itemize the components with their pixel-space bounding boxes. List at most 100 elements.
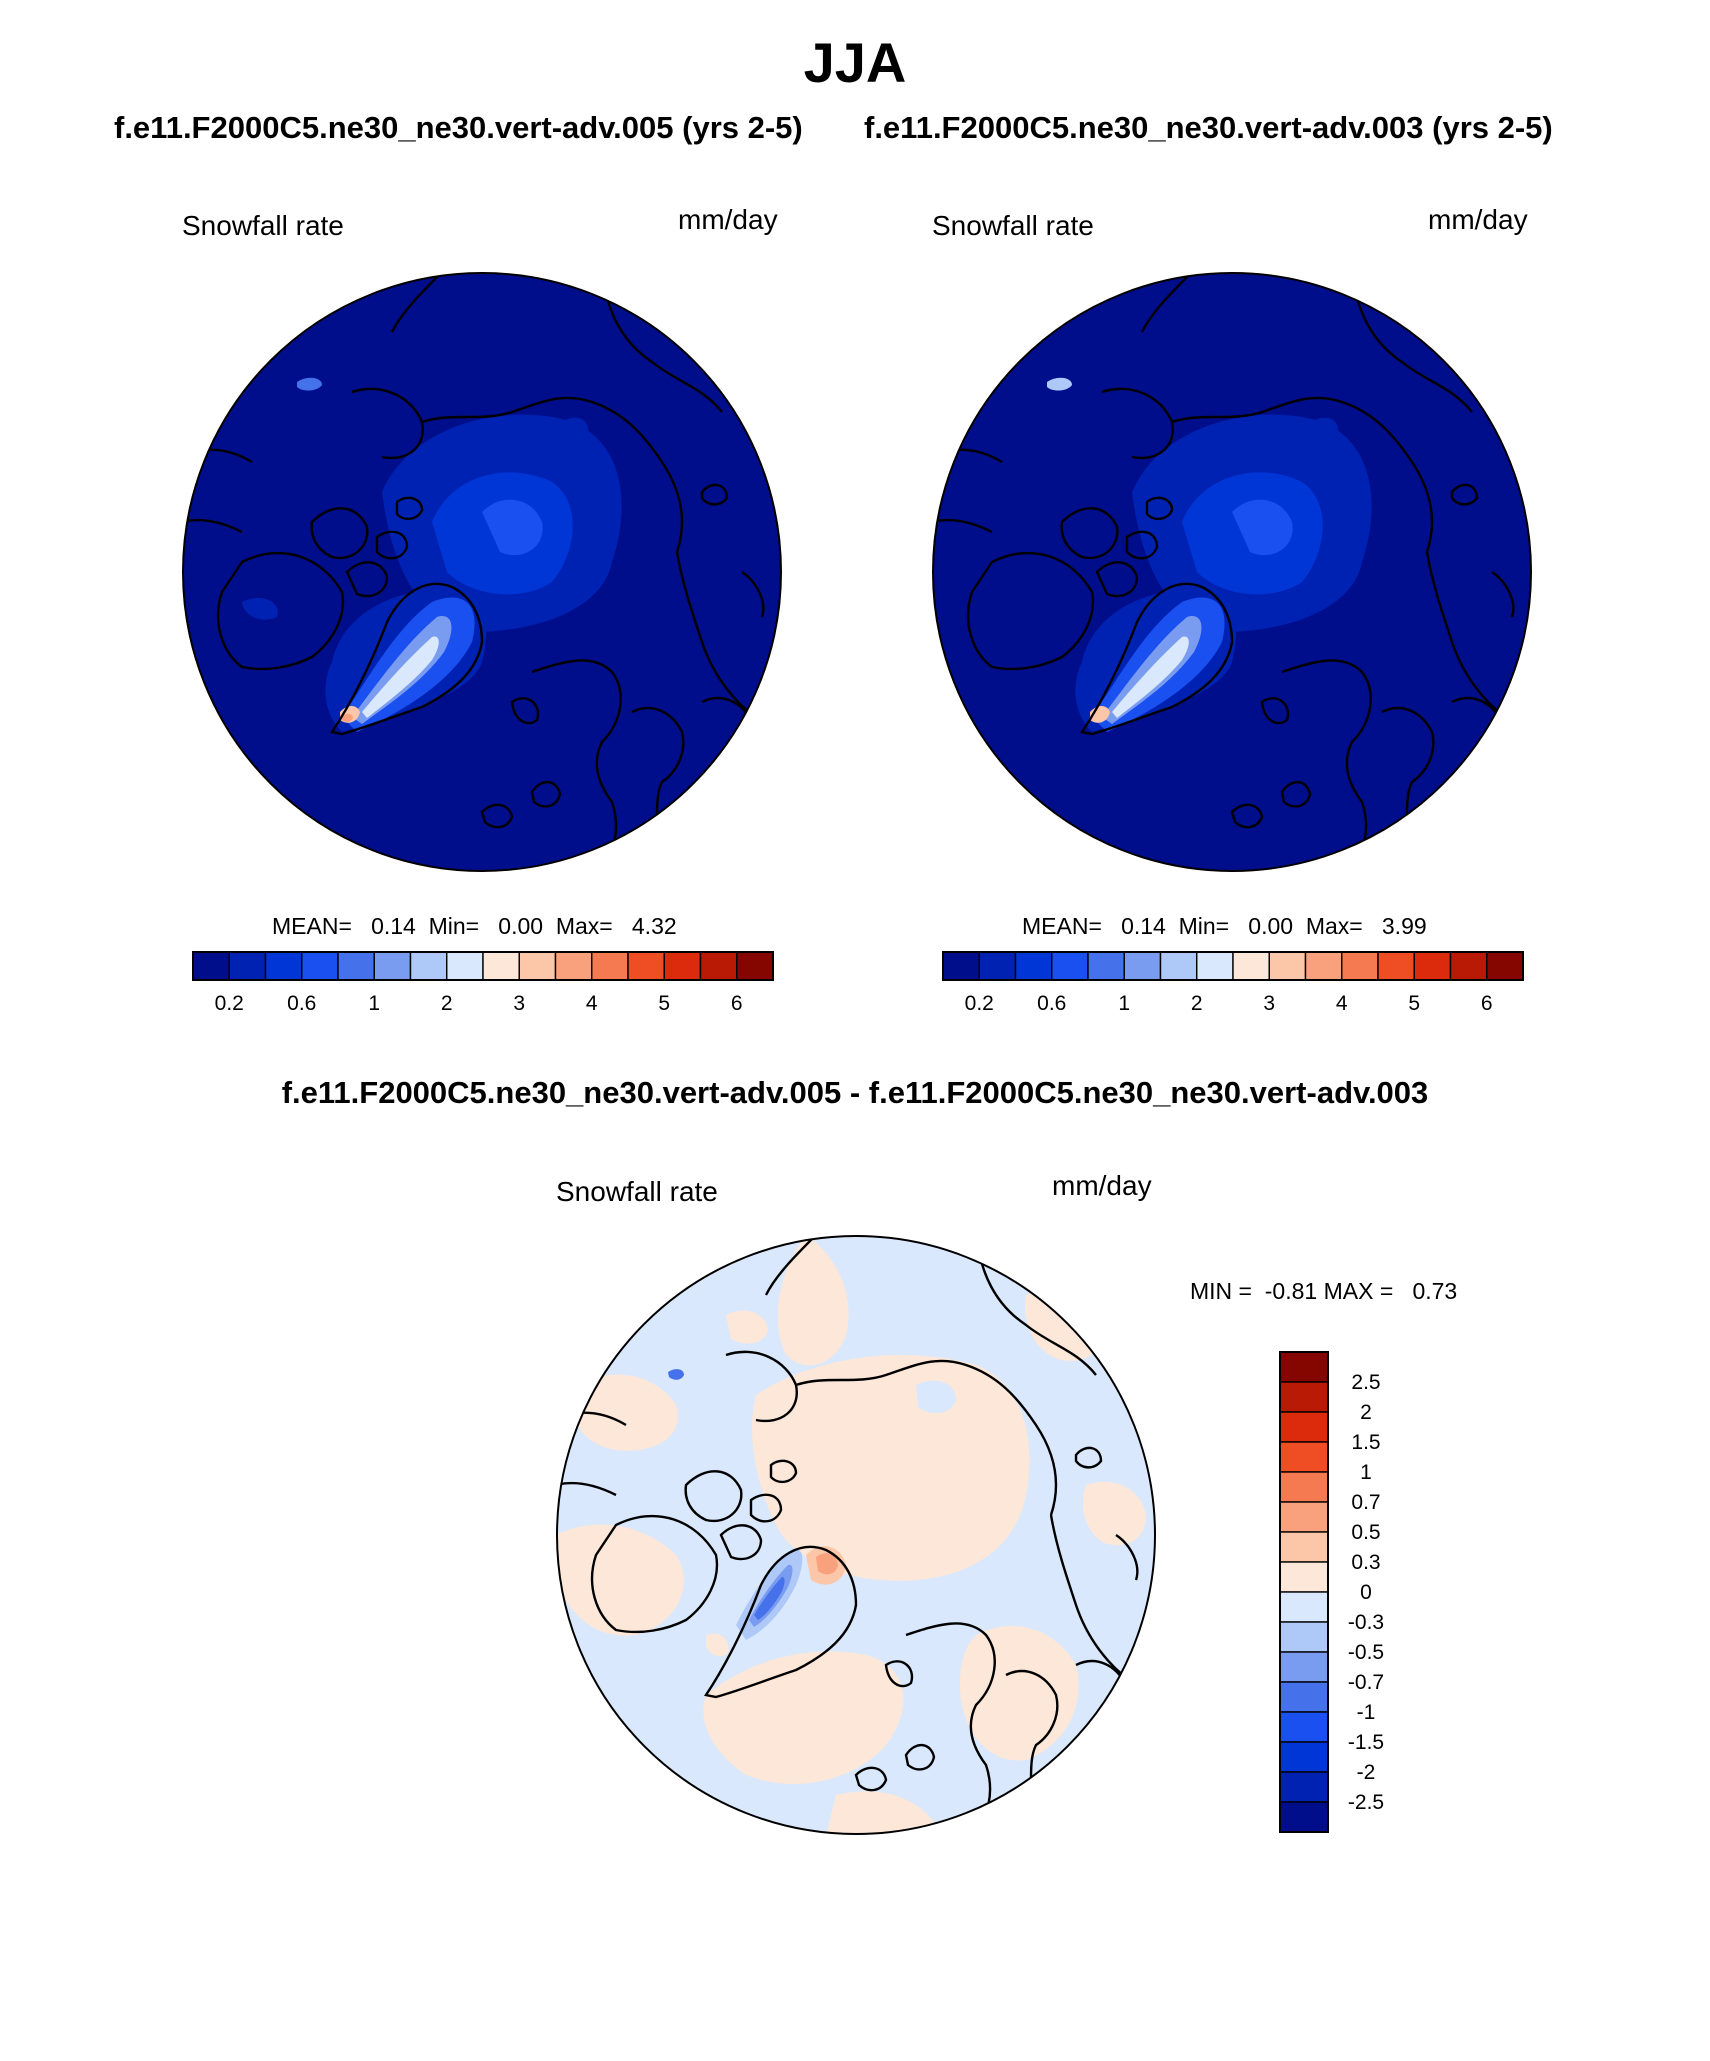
panel-2-colorbar-box-15 [1486, 951, 1524, 981]
panel-1-colorbar-box-0 [192, 951, 230, 981]
panel-3-colorbar-box-9 [1279, 1621, 1329, 1653]
panel-1-min-label: Min= [428, 913, 480, 939]
panel-3-colorbar-box-1 [1279, 1381, 1329, 1413]
panel-2-colorbar-tick-label-7: 6 [1481, 992, 1493, 1015]
panel-2-max-value: 3.99 [1381, 913, 1427, 939]
panel-3-colorbar-tick-label-6: 0.3 [1351, 1551, 1380, 1574]
panel-2-colorbar-box-13 [1413, 951, 1452, 981]
panel-2-colorbar-box-10 [1304, 951, 1343, 981]
panel-2-colorbar-tick-label-2: 1 [1118, 992, 1130, 1015]
panel-3-colorbar-tick-label-4: 0.7 [1351, 1491, 1380, 1514]
panel-2-variable-label: Snowfall rate [932, 210, 1094, 241]
panel-2-colorbar-box-3 [1051, 951, 1089, 981]
panel-2-mean-label: MEAN= [1022, 913, 1102, 939]
panel-1-colorbar-box-1 [228, 951, 267, 981]
panel-2-colorbar-box-8 [1232, 951, 1270, 981]
panel-1-colorbar-box-2 [264, 951, 303, 981]
panel-3-colorbar-tick-label-2: 1.5 [1351, 1431, 1380, 1454]
panel-1-colorbar-tick-label-4: 3 [513, 992, 525, 1015]
panel-2-colorbar-tick-label-4: 3 [1263, 992, 1275, 1015]
panel-1-colorbar-box-7 [446, 951, 484, 981]
panel-3-map [556, 1235, 1156, 1835]
panel-1-variable-label: Snowfall rate [182, 210, 344, 241]
panel-2-stats: MEAN= 0.14 Min= 0.00 Max= 3.99 [1022, 913, 1427, 940]
panel-1-mean-value: 0.14 [371, 913, 416, 939]
panel-1-colorbar-outline [192, 951, 774, 981]
panel-2-colorbar-outline [942, 951, 1524, 981]
panel-2-colorbar-box-2 [1014, 951, 1053, 981]
panel-3-colorbar-box-5 [1279, 1501, 1329, 1533]
panel-1-colorbar-tick-label-7: 6 [731, 992, 743, 1015]
panel-3-colorbar-tick-label-10: -0.7 [1348, 1671, 1384, 1694]
panel-3-colorbar-box-7 [1279, 1561, 1329, 1593]
panel-1-colorbar-tick-label-1: 0.6 [287, 992, 316, 1015]
panel-3-colorbar-tick-label-12: -1.5 [1348, 1731, 1384, 1754]
panel-3-colorbar-tick-label-13: -2 [1357, 1761, 1376, 1784]
panel-2-colorbar-tick-label-6: 5 [1408, 992, 1420, 1015]
panel-2-colorbar-box-4 [1087, 951, 1125, 981]
panel-3-colorbar-tick-label-1: 2 [1360, 1401, 1372, 1424]
panel-3-colorbar-tick-label-3: 1 [1360, 1461, 1372, 1484]
panel-2-units-label: mm/day [1428, 204, 1528, 235]
panel-3-colorbar-box-15 [1279, 1801, 1329, 1833]
panel-2-min-label: Min= [1178, 913, 1230, 939]
panel-3-colorbar-outline [1279, 1351, 1329, 1833]
panel-3-colorbar-tick-label-7: 0 [1360, 1581, 1372, 1604]
panel-1-colorbar-box-12 [627, 951, 665, 981]
panel-3-colorbar-tick-label-0: 2.5 [1351, 1371, 1380, 1394]
panel-2-mean-value: 0.14 [1121, 913, 1166, 939]
panel-2-colorbar-tick-label-3: 2 [1191, 992, 1203, 1015]
panel-3-colorbar-box-0 [1279, 1351, 1329, 1383]
panel-3-min-label: MIN = [1190, 1278, 1252, 1304]
panel-2-colorbar-box-11 [1341, 951, 1379, 981]
panel-3-units-label: mm/day [1052, 1170, 1152, 1201]
panel-3-colorbar-box-12 [1279, 1711, 1329, 1743]
panel-2-colorbar-box-7 [1196, 951, 1234, 981]
panel-1-colorbar-tick-label-2: 1 [368, 992, 380, 1015]
panel-2-map [932, 272, 1532, 872]
panel-1-stats: MEAN= 0.14 Min= 0.00 Max= 4.32 [272, 913, 677, 940]
panel-1-colorbar-tick-label-5: 4 [586, 992, 598, 1015]
panel-3-colorbar: 2.5 2 1.5 1 0.7 0.5 0.3 0 -0.3 -0.5 -0.7 -1 -1.5 -2 -2… [1279, 1351, 1384, 1833]
panel-1-colorbar-tick-label-3: 2 [441, 992, 453, 1015]
panel-1-colorbar-box-6 [409, 951, 448, 981]
panel-2-colorbar-box-14 [1449, 951, 1488, 981]
panel-3-colorbar-box-11 [1279, 1681, 1329, 1713]
panel-2-colorbar-tick-label-1: 0.6 [1037, 992, 1066, 1015]
panel-3-variable-label: Snowfall rate [556, 1176, 718, 1207]
panel-2-max-label: Max= [1305, 913, 1363, 939]
panel-1-mean-label: MEAN= [272, 913, 352, 939]
panel-3-colorbar-box-8 [1279, 1591, 1329, 1623]
panel-3-max-label: MAX = [1323, 1278, 1394, 1304]
figure-title: JJA [803, 31, 907, 94]
panel-3-colorbar-box-14 [1279, 1771, 1329, 1803]
panel-3-stats: MIN = -0.81 MAX = 0.73 [1190, 1278, 1457, 1305]
panel-1-units-label: mm/day [678, 204, 778, 235]
panel-1-colorbar-box-4 [337, 951, 375, 981]
panel-1-colorbar-box-8 [482, 951, 520, 981]
panel-2-title: f.e11.F2000C5.ne30_ne30.vert-adv.003 (yr… [864, 110, 1553, 145]
panel-3-colorbar-tick-label-9: -0.5 [1348, 1641, 1384, 1664]
difference-title: f.e11.F2000C5.ne30_ne30.vert-adv.005 - f… [281, 1075, 1429, 1110]
panel-1-colorbar-box-10 [554, 951, 593, 981]
panel-3-colorbar-box-6 [1279, 1531, 1329, 1563]
panel-1-colorbar: 0.2 0.6 1 2 3 4 5 6 [192, 951, 774, 1015]
panel-3-colorbar-box-2 [1279, 1411, 1329, 1443]
panel-2-colorbar-box-0 [942, 951, 980, 981]
panel-1-map [182, 272, 782, 872]
panel-2-colorbar-tick-label-0: 0.2 [965, 992, 994, 1015]
panel-2-colorbar-box-9 [1268, 951, 1307, 981]
panel-2-colorbar-tick-label-5: 4 [1336, 992, 1348, 1015]
panel-2-min-value: 0.00 [1248, 913, 1294, 939]
panel-1-colorbar-box-11 [591, 951, 629, 981]
panel-3-colorbar-tick-label-8: -0.3 [1348, 1611, 1384, 1634]
panel-2-colorbar-box-5 [1123, 951, 1162, 981]
panel-2-colorbar-box-12 [1377, 951, 1415, 981]
panel-3-max-value: 0.73 [1412, 1278, 1458, 1304]
panel-1-colorbar-box-15 [736, 951, 774, 981]
panel-3-colorbar-tick-label-11: -1 [1357, 1701, 1376, 1724]
panel-3-min-value: -0.81 [1264, 1278, 1318, 1304]
panel-3-colorbar-tick-label-5: 0.5 [1351, 1521, 1380, 1544]
panel-3-colorbar-tick-label-14: -2.5 [1348, 1791, 1384, 1814]
panel-1-colorbar-tick-label-0: 0.2 [215, 992, 244, 1015]
